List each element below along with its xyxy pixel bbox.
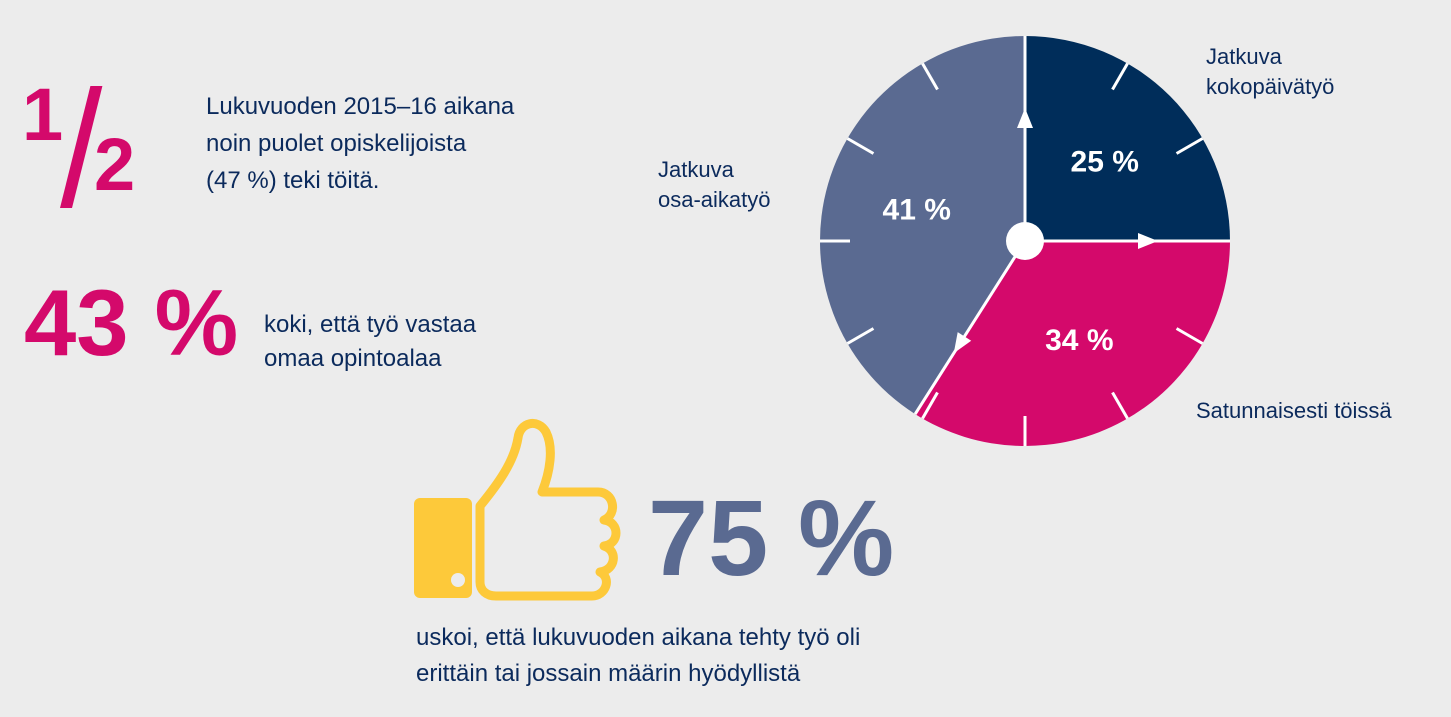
pie-label-fulltime-line-1: Jatkuva	[1206, 44, 1282, 69]
pie-tick	[1175, 327, 1204, 345]
pie-arrowhead	[1138, 233, 1158, 249]
employment-pie-chart: 25 % 34 % 41 %	[820, 36, 1230, 446]
stat-half-line-2: noin puolet opiskelijoista	[206, 130, 467, 157]
pie-value-label: 25 %	[1071, 145, 1139, 178]
stat-half-description: Lukuvuoden 2015–16 aikana noin puolet op…	[206, 88, 606, 199]
pie-tick	[921, 391, 939, 420]
pie-slice	[1025, 36, 1230, 241]
pie-label-fulltime-line-2: kokopäivätyö	[1206, 74, 1335, 99]
pie-tick	[846, 327, 875, 345]
pie-label-occasional-line-1: Satunnaisesti töissä	[1196, 398, 1392, 423]
stat-half-line-1: Lukuvuoden 2015–16 aikana	[206, 93, 515, 120]
pie-tick	[921, 62, 939, 91]
pie-label-parttime: Jatkuva osa-aikatyö	[658, 155, 771, 215]
thumb-cuff	[414, 498, 472, 598]
pie-arrowhead	[953, 332, 972, 354]
stat-useful-line-2: erittäin tai jossain määrin hyödyllistä	[416, 660, 801, 687]
pie-boundary	[913, 240, 1027, 415]
pie-value-label: 41 %	[883, 194, 951, 227]
stat-useful-value: 75 %	[648, 477, 895, 598]
thumb-cuff-dot	[451, 573, 465, 587]
pie-tick	[846, 137, 875, 155]
pie-tick	[1111, 62, 1129, 91]
stat-half-line-3: (47 %) teki töitä.	[206, 167, 380, 194]
pie-tick	[1175, 137, 1204, 155]
thumb-hand-outline	[475, 419, 621, 601]
pie-label-occasional: Satunnaisesti töissä	[1196, 396, 1392, 426]
stat-field-description: koki, että työ vastaa omaa opintoalaa	[264, 308, 564, 376]
fraction-half: 1 2	[22, 78, 162, 208]
pie-arrowhead	[1017, 108, 1033, 128]
stat-field-line-2: omaa opintoalaa	[264, 345, 442, 372]
thumbs-up-icon	[414, 419, 621, 601]
pie-label-fulltime: Jatkuva kokopäivätyö	[1206, 42, 1334, 102]
stat-field-value: 43 %	[24, 270, 239, 375]
stat-useful-description: uskoi, että lukuvuoden aikana tehty työ …	[416, 620, 976, 692]
pie-label-parttime-line-1: Jatkuva	[658, 157, 734, 182]
pie-value-label: 34 %	[1045, 324, 1113, 357]
stat-field-line-1: koki, että työ vastaa	[264, 311, 477, 338]
pie-label-parttime-line-2: osa-aikatyö	[658, 187, 771, 212]
fraction-numerator: 1	[22, 73, 64, 156]
fraction-denominator: 2	[94, 123, 136, 206]
pie-tick	[1111, 391, 1129, 420]
pie-center-hub	[1006, 222, 1044, 260]
stat-useful-line-1: uskoi, että lukuvuoden aikana tehty työ …	[416, 624, 861, 651]
